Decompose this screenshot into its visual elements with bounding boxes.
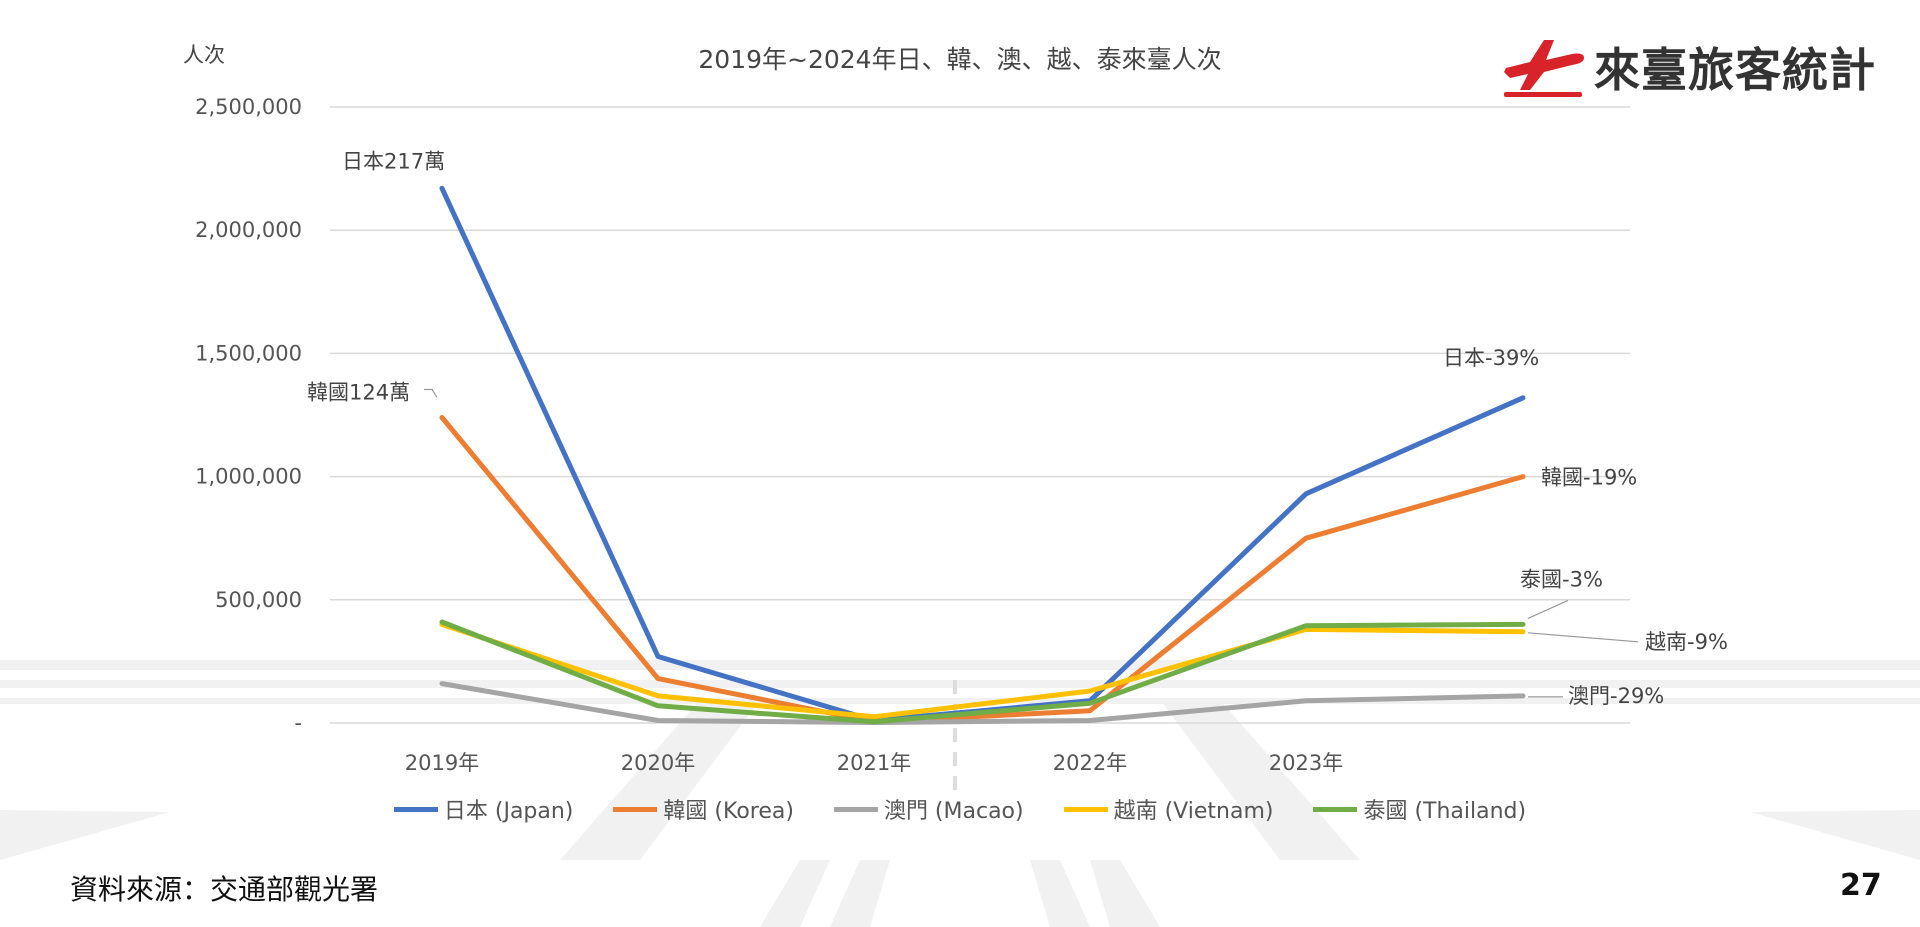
x-tick-label: 2020年 [621,751,695,775]
legend-item-macao: 澳門 (Macao) [833,793,1024,825]
y-tick-label: 2,500,000 [195,95,302,119]
x-tick-label: 2021年 [837,751,911,775]
legend-label: 泰國 (Thailand) [1363,799,1527,824]
legend-item-thailand: 泰國 (Thailand) [1313,793,1526,825]
x-tick-label: 2022年 [1053,751,1127,775]
series-line-thailand [439,619,1526,725]
annotation-label: 泰國-3% [1520,567,1603,591]
legend-swatch [393,806,438,812]
legend-item-japan: 日本 (Japan) [393,793,574,825]
annotation-label: 韓國124萬 [307,380,410,404]
y-tick-label: - [294,711,302,735]
y-axis-ticks: - 500,000 1,000,000 1,500,000 2,000,000 2,500… [195,95,302,735]
y-tick-label: 500,000 [215,588,302,612]
series-line-japan [439,185,1526,723]
annotation-label: 日本217萬 [342,149,445,173]
series-line-korea [439,415,1526,725]
annotation-leader [424,388,438,398]
chart-legend: 日本 (Japan) 韓國 (Korea) 澳門 (Macao) 越南 (Vietna… [0,793,1920,825]
series-line-vietnam [439,621,1526,720]
legend-swatch [833,806,878,812]
x-tick-label: 2019年 [405,751,479,775]
annotation-leader [1527,632,1639,643]
legend-label: 日本 (Japan) [443,799,574,824]
brand-name: 來臺旅客統計 [1594,43,1876,97]
x-axis-ticks: 2019年 2020年 2021年 2022年 2023年 [405,751,1343,775]
legend-swatch [613,806,658,812]
page-number: 27 [1840,868,1882,903]
legend-label: 越南 (Vietnam) [1113,799,1274,824]
y-tick-label: 1,000,000 [195,465,302,489]
annotation-label: 日本-39% [1443,346,1539,370]
x-tick-label: 2023年 [1269,751,1343,775]
legend-swatch [1063,806,1108,812]
y-axis-label: 人次 [183,43,225,67]
data-source-note: 資料來源：交通部觀光署 [70,873,379,906]
annotation-leader [1527,599,1569,619]
legend-item-vietnam: 越南 (Vietnam) [1063,793,1274,825]
annotation-label: 越南-9% [1645,630,1728,654]
legend-swatch [1313,806,1358,812]
brand-logo: 來臺旅客統計 [1500,28,1892,106]
annotation-label: 澳門-29% [1568,684,1664,708]
legend-label: 韓國 (Korea) [663,799,794,824]
annotation-label: 韓國-19% [1541,466,1637,490]
chart-title: 2019年~2024年日、韓、澳、越、泰來臺人次 [698,45,1221,74]
series-lines [439,185,1526,725]
airplane-icon [1504,40,1584,97]
y-tick-label: 2,000,000 [195,218,302,242]
legend-item-korea: 韓國 (Korea) [613,793,794,825]
series-line-macao [439,681,1526,725]
legend-label: 澳門 (Macao) [883,799,1024,824]
y-tick-label: 1,500,000 [195,341,302,365]
